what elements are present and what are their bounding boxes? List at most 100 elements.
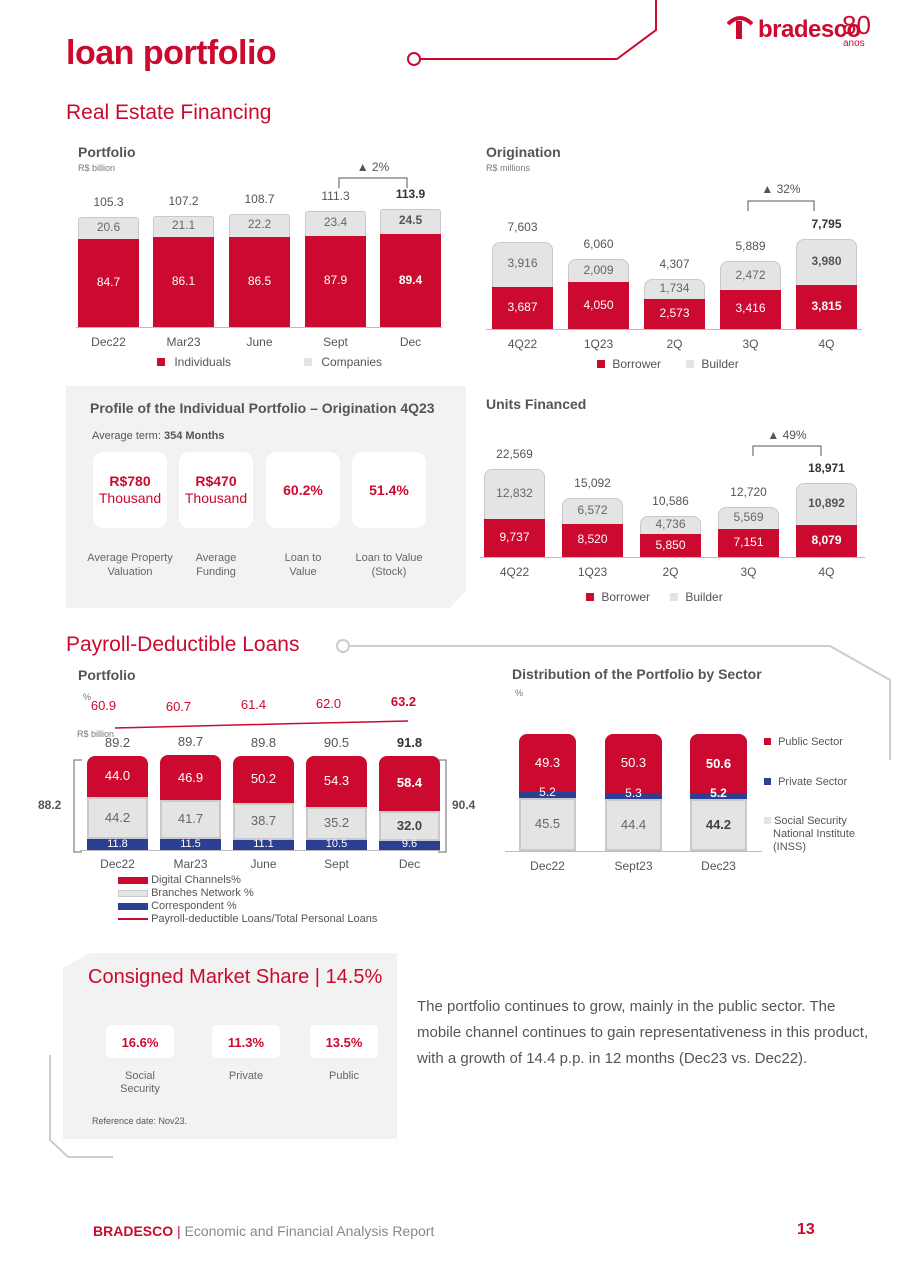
growth-label: ▲ 32% [761, 182, 801, 196]
category-label: Mar23 [173, 857, 208, 871]
data-label: 86.1 [171, 274, 196, 289]
bar-segment-correspondent [379, 840, 440, 850]
legend-swatch-individuals [157, 358, 165, 366]
legend-label: Digital Channels% [151, 874, 241, 886]
data-label: 1,734 [659, 281, 690, 296]
legend-swatch-ratio [118, 918, 148, 921]
bar-segment-digital [233, 755, 294, 803]
ratio-label: 61.4 [240, 697, 267, 713]
total-label: 5,889 [735, 239, 766, 254]
category-label: 2Q [666, 337, 683, 351]
total-label: 10,586 [652, 493, 689, 508]
market-share-title: Consigned Market Share | 14.5% [88, 966, 383, 988]
total-label: 113.9 [395, 186, 426, 201]
category-label: Mar23 [166, 335, 201, 349]
ratio-label: 62.0 [315, 696, 342, 711]
category-label: Sept [323, 335, 348, 349]
data-label: 11.8 [107, 838, 128, 850]
bar-segment-digital [87, 755, 148, 798]
average-term-value: 354 Months [163, 430, 225, 442]
data-label: 50.3 [620, 755, 647, 771]
data-label: 3,916 [507, 256, 538, 271]
category-label: 2Q [662, 565, 679, 579]
legend-label: National Institute [773, 828, 855, 840]
bar-segment-red [153, 237, 214, 327]
profile-card [352, 452, 426, 528]
bar-segment-red [78, 238, 139, 327]
total-label: 7,795 [811, 217, 842, 232]
growth-label: ▲ 2% [356, 160, 390, 174]
card-caption: Value [289, 566, 317, 578]
data-label: 9,737 [499, 530, 530, 544]
summary-paragraph: The portfolio continues to grow, mainly … [417, 998, 869, 1067]
legend-swatch-builder [686, 360, 694, 368]
category-label: 1Q23 [577, 565, 608, 579]
category-label: 4Q [818, 337, 835, 351]
data-label: 5,850 [655, 537, 686, 552]
category-label: 4Q22 [499, 565, 530, 579]
legend-swatch-companies [304, 358, 312, 366]
category-label: 3Q [740, 565, 757, 579]
axis-line [80, 850, 440, 851]
logo-number: 80 [842, 10, 871, 40]
bracket-right-value: 90.4 [452, 798, 476, 812]
data-label: 46.9 [177, 769, 204, 785]
data-label: 3,815 [811, 299, 842, 314]
legend-label: Branches Network % [151, 887, 254, 899]
footer-separator: | [173, 1223, 185, 1239]
total-label: 89.7 [177, 734, 204, 750]
section-title-payroll: Payroll-Deductible Loans [66, 633, 300, 656]
category-label: Dec22 [91, 335, 126, 349]
bar-segment-red [562, 523, 623, 557]
card-caption: Loan to [284, 552, 322, 564]
legend-label: Public Sector [778, 736, 843, 748]
bar-segment-public [690, 734, 747, 794]
category-label: 1Q23 [583, 337, 614, 351]
legend-item-correspondent: Correspondent % [118, 900, 377, 913]
data-label: 7,151 [733, 535, 764, 550]
total-label: 89.2 [104, 734, 131, 750]
chart-title-origination: Origination [486, 144, 561, 160]
market-share-card [106, 1025, 174, 1058]
legend-label: Social Security [774, 815, 847, 827]
bar-segment-inss [519, 797, 576, 851]
bar-segment-public [605, 734, 662, 793]
legend-individuals: Individuals [157, 355, 231, 369]
axis-line [505, 851, 762, 852]
data-label: 10,892 [808, 496, 845, 511]
data-label: 32.0 [396, 817, 423, 833]
footer-brand: BRADESCO [93, 1223, 174, 1239]
data-label: 45.5 [534, 816, 561, 832]
data-label: 12,832 [496, 486, 533, 500]
bar-segment-correspondent [87, 838, 148, 850]
data-label: 3,980 [811, 254, 842, 269]
card-caption: Security [120, 1083, 160, 1095]
legend-builder: Builder [670, 590, 723, 604]
bar-segment-inss [690, 799, 747, 851]
data-label: 5.2 [710, 786, 727, 801]
logo-text: bradesco [758, 16, 861, 43]
chart-title-payroll-portfolio: Portfolio [78, 667, 136, 683]
total-label: 22,569 [496, 446, 533, 461]
data-label: 5.2 [539, 784, 556, 799]
bar-segment-red [305, 235, 366, 327]
bar-segment-correspondent [233, 839, 294, 850]
total-label: 6,060 [583, 237, 614, 252]
category-label: Sept [324, 857, 349, 871]
bar-segment-digital [306, 755, 367, 807]
legend-inss: Social Security National Institute (INSS… [764, 815, 855, 854]
bradesco-logo-icon [725, 12, 755, 40]
reference-date: Reference date: Nov23. [92, 1116, 188, 1126]
page-title: loan portfolio [66, 34, 277, 72]
legend-label: Borrower [612, 357, 662, 371]
chart-title-distribution: Distribution of the Portfolio by Sector [512, 666, 762, 682]
total-label: 12,720 [730, 485, 767, 500]
category-label: Dec [398, 857, 421, 871]
legend-borrower: Borrower [597, 357, 661, 371]
card-value: 51.4% [369, 482, 409, 498]
legend-item-digital: Digital Channels% [118, 874, 377, 887]
total-label: 108.7 [244, 191, 275, 206]
growth-annotation: ▲ 32% [747, 182, 815, 211]
pct-unit: % [83, 692, 92, 702]
card-value: R$470 [195, 473, 237, 489]
